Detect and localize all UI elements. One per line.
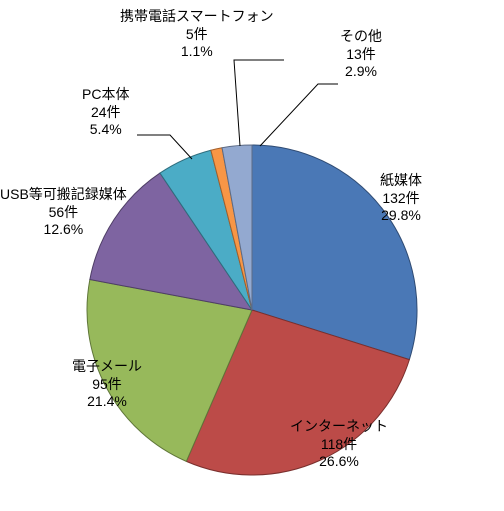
slice-label: PC本体24件5.4%: [82, 86, 129, 139]
slice-name: その他: [340, 28, 382, 46]
slice-pct: 21.4%: [72, 393, 142, 411]
leader-line: [260, 84, 338, 146]
slice-pct: 1.1%: [120, 43, 274, 61]
slice-count: 13件: [340, 46, 382, 64]
slice-label: 電子メール95件21.4%: [72, 358, 142, 411]
slice-count: 5件: [120, 26, 274, 44]
slice-label: 紙媒体132件29.8%: [380, 172, 422, 225]
slice-pct: 26.6%: [290, 453, 388, 471]
pie-chart: 紙媒体132件29.8% インターネット118件26.6% 電子メール95件21.4…: [0, 0, 504, 511]
slice-count: 95件: [72, 376, 142, 394]
slice-count: 132件: [380, 190, 422, 208]
leader-line: [137, 135, 192, 159]
slice-count: 24件: [82, 104, 129, 122]
slice-name: 電子メール: [72, 358, 142, 376]
slice-count: 56件: [0, 204, 127, 222]
slice-label: その他13件2.9%: [340, 28, 382, 81]
slice-label: インターネット118件26.6%: [290, 418, 388, 471]
slice-name: 携帯電話スマートフォン: [120, 8, 274, 26]
slice-pct: 12.6%: [0, 221, 127, 239]
slice-pct: 5.4%: [82, 121, 129, 139]
slice-pct: 29.8%: [380, 207, 422, 225]
leader-line: [234, 60, 284, 146]
slice-label: USB等可搬記録媒体56件12.6%: [0, 186, 127, 239]
slice-label: 携帯電話スマートフォン5件1.1%: [120, 8, 274, 61]
slice-pct: 2.9%: [340, 63, 382, 81]
slice-name: 紙媒体: [380, 172, 422, 190]
slice-name: PC本体: [82, 86, 129, 104]
slice-count: 118件: [290, 436, 388, 454]
slice-name: USB等可搬記録媒体: [0, 186, 127, 204]
slice-name: インターネット: [290, 418, 388, 436]
